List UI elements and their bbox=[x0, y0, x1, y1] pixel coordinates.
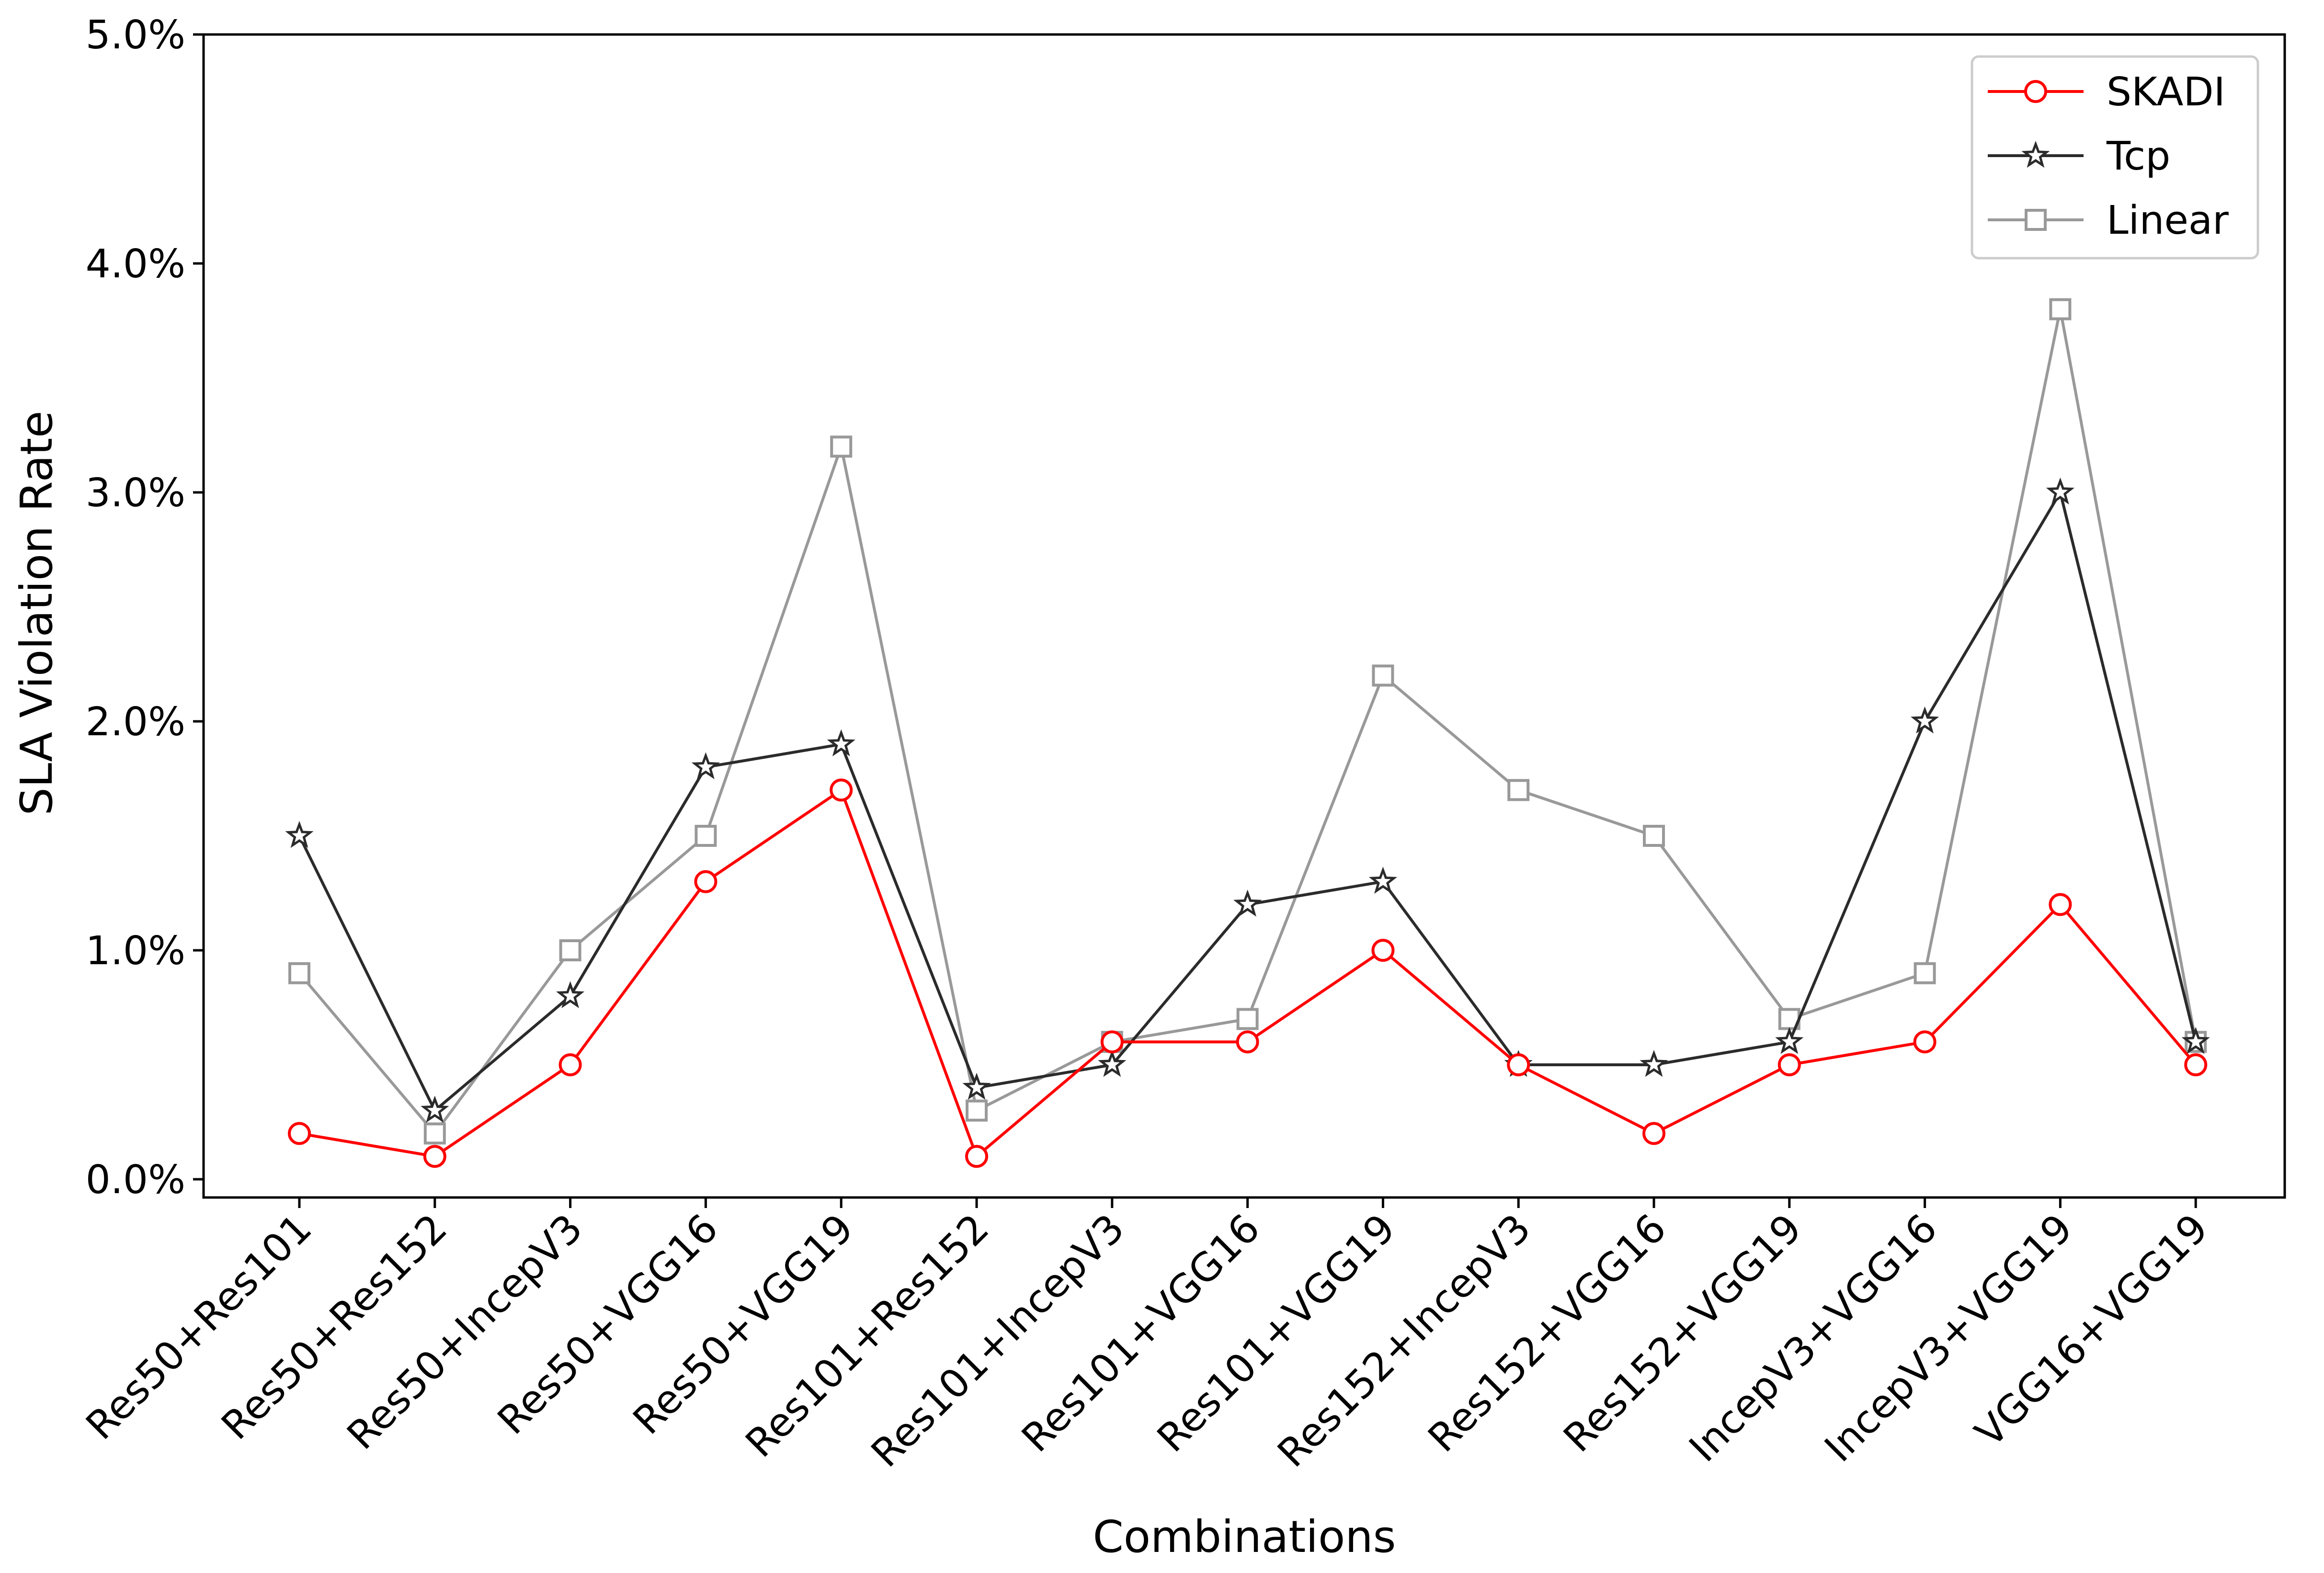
y-tick-label: 0.0% bbox=[86, 1157, 185, 1203]
data-point-tcp bbox=[827, 729, 855, 757]
data-point-tcp bbox=[1233, 889, 1262, 917]
data-point-skadi bbox=[694, 870, 718, 893]
data-point-tcp bbox=[1098, 1049, 1127, 1077]
data-point-linear bbox=[1507, 779, 1530, 801]
data-point-tcp bbox=[1368, 866, 1398, 894]
data-point-skadi bbox=[830, 778, 853, 802]
legend-marker-tcp bbox=[2021, 140, 2050, 168]
legend-marker-skadi bbox=[2024, 80, 2047, 103]
data-point-linear bbox=[1372, 664, 1394, 687]
data-point-linear bbox=[1914, 962, 1936, 984]
data-point-tcp bbox=[421, 1095, 449, 1123]
data-point-tcp bbox=[691, 752, 720, 779]
legend-label-skadi: SKADI bbox=[2107, 69, 2225, 115]
data-point-linear bbox=[966, 1099, 988, 1122]
data-point-tcp bbox=[556, 981, 585, 1008]
y-tick-label: 5.0% bbox=[86, 12, 185, 58]
legend: SKADI Tcp Linear bbox=[1971, 55, 2259, 260]
data-point-linear bbox=[1643, 825, 1665, 847]
data-point-skadi bbox=[965, 1145, 988, 1168]
data-point-linear bbox=[1236, 1008, 1259, 1030]
data-point-skadi bbox=[1507, 1053, 1530, 1076]
legend-label-linear: Linear bbox=[2107, 198, 2229, 243]
data-point-linear bbox=[423, 1122, 446, 1145]
legend-item-linear: Linear bbox=[1988, 198, 2229, 243]
y-tick-label: 3.0% bbox=[86, 470, 185, 516]
series-skadi bbox=[288, 778, 2208, 1168]
data-point-tcp bbox=[1910, 706, 1939, 734]
data-point-skadi bbox=[1777, 1053, 1801, 1076]
data-point-skadi bbox=[288, 1122, 311, 1145]
data-point-skadi bbox=[1371, 939, 1395, 962]
data-point-tcp bbox=[962, 1072, 991, 1100]
series-linear bbox=[288, 298, 2207, 1145]
data-point-linear bbox=[288, 962, 310, 984]
legend-box bbox=[1971, 55, 2259, 260]
data-point-linear bbox=[559, 939, 581, 961]
data-point-tcp bbox=[2181, 1027, 2210, 1054]
y-tick-label: 1.0% bbox=[86, 928, 185, 974]
legend-item-tcp: Tcp bbox=[1988, 134, 2170, 179]
data-point-skadi bbox=[2049, 893, 2072, 916]
legend-item-skadi: SKADI bbox=[1988, 69, 2225, 115]
data-point-skadi bbox=[1642, 1122, 1665, 1145]
x-axis-title: Combinations bbox=[1093, 1511, 1396, 1562]
data-point-skadi bbox=[1100, 1030, 1124, 1054]
data-point-skadi bbox=[423, 1145, 446, 1168]
data-point-tcp bbox=[1775, 1027, 1804, 1054]
data-point-linear bbox=[2049, 298, 2072, 320]
data-point-tcp bbox=[1640, 1049, 1668, 1077]
data-point-tcp bbox=[285, 821, 314, 848]
data-point-skadi bbox=[1236, 1030, 1259, 1054]
plot-frame bbox=[202, 33, 2286, 1199]
y-tick-label: 4.0% bbox=[86, 241, 185, 287]
data-point-skadi bbox=[558, 1053, 582, 1076]
data-point-linear bbox=[830, 435, 853, 458]
y-tick-label: 2.0% bbox=[86, 699, 185, 745]
legend-label-tcp: Tcp bbox=[2106, 134, 2170, 179]
series-tcp bbox=[285, 477, 2210, 1123]
y-axis-title: SLA Violation Rate bbox=[11, 410, 62, 815]
series-layer bbox=[285, 298, 2210, 1168]
legend-marker-linear bbox=[2025, 209, 2047, 231]
data-point-skadi bbox=[1913, 1030, 1937, 1054]
data-point-skadi bbox=[2184, 1053, 2208, 1076]
data-point-linear bbox=[695, 825, 717, 847]
data-point-tcp bbox=[2046, 477, 2075, 505]
